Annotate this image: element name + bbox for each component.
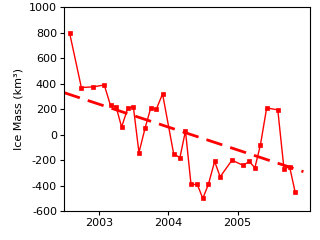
Y-axis label: Ice Mass (km³): Ice Mass (km³) xyxy=(13,68,23,150)
